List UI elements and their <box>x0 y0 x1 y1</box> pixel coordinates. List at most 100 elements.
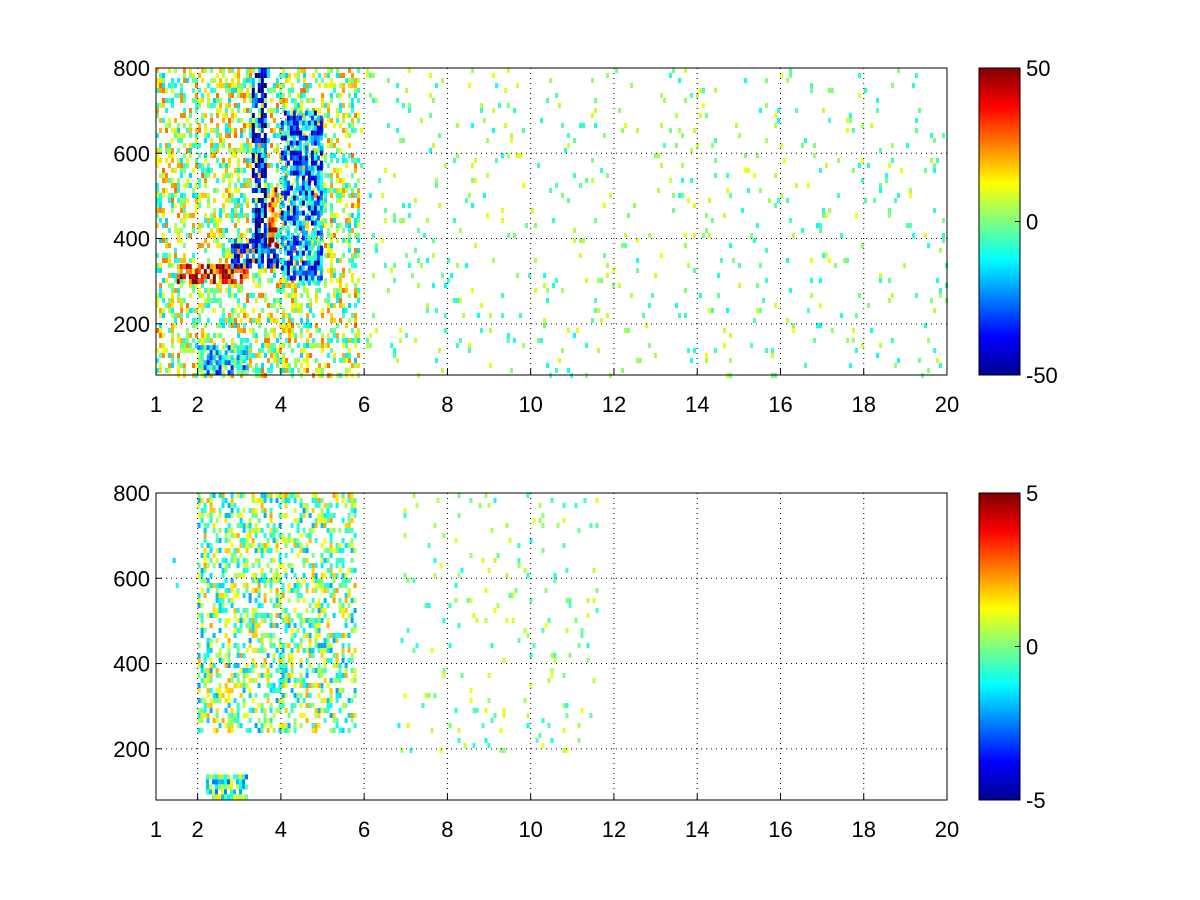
heatmap-cell <box>278 598 282 603</box>
heatmap-cell <box>227 718 231 723</box>
heatmap-cell <box>333 328 336 333</box>
heatmap-cell <box>339 358 342 363</box>
heatmap-cell <box>314 643 318 648</box>
heatmap-cell <box>276 308 279 313</box>
heatmap-cell <box>939 288 942 293</box>
heatmap-cell <box>290 653 294 658</box>
heatmap-cell <box>315 173 318 178</box>
heatmap-cell <box>348 93 351 98</box>
heatmap-cell <box>309 153 312 158</box>
heatmap-cell <box>577 643 581 648</box>
heatmap-cell <box>447 278 450 283</box>
heatmap-cell <box>345 188 348 193</box>
heatmap-cell <box>209 668 213 673</box>
heatmap-cell <box>171 313 174 318</box>
heatmap-cell <box>480 103 483 108</box>
heatmap-cell <box>332 528 336 533</box>
heatmap-cell <box>286 275 290 281</box>
heatmap-cell <box>171 153 174 158</box>
heatmap-cell <box>456 298 459 303</box>
heatmap-cell <box>323 643 327 648</box>
heatmap-cell <box>203 563 207 568</box>
heatmap-cell <box>231 238 234 243</box>
heatmap-cell <box>156 348 159 353</box>
heatmap-cell <box>242 703 246 708</box>
heatmap-cell <box>317 598 321 603</box>
heatmap-cell <box>246 148 249 153</box>
heatmap-cell <box>165 303 168 308</box>
heatmap-cell <box>243 328 246 333</box>
heatmap-cell <box>311 578 315 583</box>
heatmap-cell <box>308 563 312 568</box>
heatmap-cell <box>291 213 294 218</box>
heatmap-cell <box>420 263 423 268</box>
heatmap-cell <box>171 78 174 83</box>
heatmap-cell <box>209 513 213 518</box>
heatmap-cell <box>314 523 318 528</box>
heatmap-cell <box>375 243 378 248</box>
heatmap-cell <box>541 628 545 633</box>
heatmap-cell <box>222 323 225 328</box>
heatmap-cell <box>207 258 210 263</box>
heatmap-cell <box>279 208 282 213</box>
heatmap-cell <box>204 288 207 293</box>
heatmap-cell <box>189 343 192 348</box>
heatmap-cell <box>303 113 306 118</box>
heatmap-cell <box>236 345 240 351</box>
heatmap-cell <box>342 228 345 233</box>
heatmap-cell <box>332 548 336 553</box>
heatmap-cell <box>354 128 357 133</box>
heatmap-cell <box>282 288 285 293</box>
heatmap-cell <box>516 153 519 158</box>
heatmap-cell <box>200 498 204 503</box>
heatmap-cell <box>286 185 290 191</box>
heatmap-cell <box>209 558 213 563</box>
heatmap-cell <box>255 353 258 358</box>
heatmap-cell <box>257 588 261 593</box>
heatmap-cell <box>194 274 198 280</box>
x-ticks-top: 1 2 4 6 8 10 12 14 16 18 20 <box>150 369 959 417</box>
heatmap-cell <box>780 73 783 78</box>
heatmap-cell <box>198 223 201 228</box>
heatmap-cell <box>302 648 306 653</box>
heatmap-cell <box>221 279 225 285</box>
heatmap-cell <box>295 155 299 161</box>
heatmap-cell <box>236 703 240 708</box>
heatmap-cell <box>234 73 237 78</box>
heatmap-cell <box>280 135 284 141</box>
heatmap-cell <box>786 198 789 203</box>
heatmap-cell <box>285 278 288 283</box>
heatmap-cell <box>284 568 288 573</box>
heatmap-cell <box>723 328 726 333</box>
heatmap-cell <box>342 288 345 293</box>
heatmap-cell <box>263 508 267 513</box>
heatmap-cell <box>298 225 302 231</box>
heatmap-cell <box>297 368 300 373</box>
heatmap-cell <box>271 232 275 238</box>
heatmap-cell <box>177 363 180 368</box>
heatmap-cell <box>336 178 339 183</box>
heatmap-cell <box>294 303 297 308</box>
heatmap-cell <box>672 208 675 213</box>
heatmap-cell <box>309 98 312 103</box>
heatmap-cell <box>510 133 513 138</box>
heatmap-cell <box>316 275 320 281</box>
heatmap-cell <box>257 178 261 183</box>
heatmap-cell <box>681 193 684 198</box>
heatmap-cell <box>312 243 315 248</box>
heatmap-cell <box>450 273 453 278</box>
heatmap-cell <box>297 323 300 328</box>
heatmap-cell <box>246 78 249 83</box>
heatmap-cell <box>227 678 231 683</box>
heatmap-cell <box>351 98 354 103</box>
heatmap-cell <box>192 143 195 148</box>
heatmap-cell <box>300 363 303 368</box>
heatmap-cell <box>543 273 546 278</box>
heatmap-cell <box>260 68 264 73</box>
heatmap-cell <box>231 128 234 133</box>
heatmap-cell <box>248 623 252 628</box>
heatmap-cell <box>215 708 219 713</box>
heatmap-cell <box>215 784 218 790</box>
heatmap-cell <box>239 523 243 528</box>
heatmap-cell <box>318 73 321 78</box>
